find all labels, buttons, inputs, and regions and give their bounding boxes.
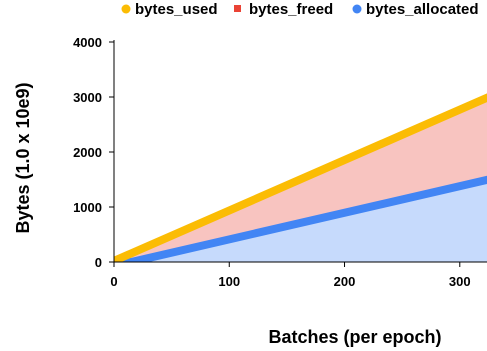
legend-label-bytes-used: bytes_used [135, 1, 218, 18]
y-tick-label: 3000 [73, 90, 102, 105]
x-tick-label: 200 [334, 274, 356, 289]
legend-label-bytes-allocated: bytes_allocated [366, 1, 479, 18]
x-axis-title: Batches (per epoch) [268, 327, 441, 347]
y-tick-label: 4000 [73, 35, 102, 50]
bytes-allocated-area [114, 179, 487, 262]
y-axis-title: Bytes (1.0 x 10e9) [13, 82, 33, 233]
y-tick-label: 1000 [73, 200, 102, 215]
legend: bytes_used bytes_freed bytes_allocated [121, 1, 479, 18]
legend-marker-bytes-freed [234, 5, 241, 12]
legend-marker-bytes-used [121, 4, 131, 14]
plot-area [114, 93, 487, 262]
y-tick-label: 2000 [73, 145, 102, 160]
ticks: 0 1000 2000 3000 4000 0 100 200 300 [73, 35, 471, 289]
legend-label-bytes-freed: bytes_freed [249, 1, 333, 18]
x-tick-label: 300 [449, 274, 471, 289]
bytes-used-line [114, 93, 487, 262]
legend-marker-bytes-allocated [352, 4, 362, 14]
y-tick-label: 0 [95, 255, 102, 270]
x-tick-label: 0 [110, 274, 117, 289]
bytes-allocated-line [114, 175, 487, 262]
x-tick-label: 100 [218, 274, 240, 289]
